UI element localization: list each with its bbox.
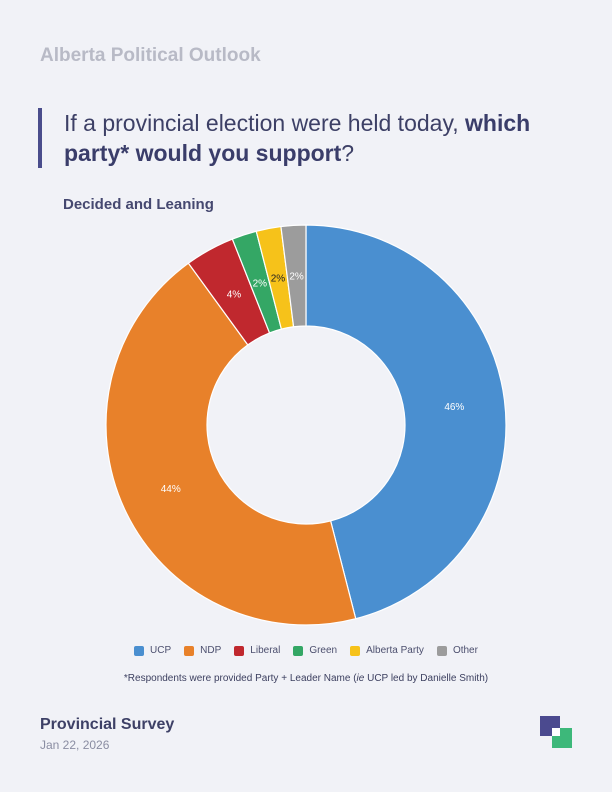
- survey-question: If a provincial election were held today…: [38, 108, 584, 168]
- legend-label: Liberal: [250, 645, 281, 656]
- legend-item-other: Other: [436, 645, 478, 656]
- logo-overlap-square: [552, 728, 560, 736]
- footer-date: Jan 22, 2026: [40, 738, 110, 752]
- legend-swatch: [436, 645, 447, 656]
- data-label-ndp: 44%: [161, 484, 181, 495]
- data-label-green: 2%: [253, 278, 268, 289]
- chart-subtitle: Decided and Leaning: [63, 196, 214, 213]
- legend-swatch: [350, 645, 361, 656]
- legend-swatch: [234, 645, 245, 656]
- slice-ndp: [105, 262, 357, 626]
- legend-swatch: [134, 645, 145, 656]
- chart-legend: UCP NDP Liberal Green Alberta Party Other: [0, 645, 612, 656]
- slice-ucp: [305, 224, 507, 620]
- data-label-other: 2%: [289, 271, 304, 282]
- data-label-liberal: 4%: [227, 289, 242, 300]
- slice-other: [280, 224, 307, 328]
- data-label-ucp: 46%: [444, 402, 464, 413]
- donut-chart: 46%44%4%2% 2% 2%: [105, 224, 507, 626]
- report-header-title: Alberta Political Outlook: [40, 45, 261, 66]
- footnote-pre: *Respondents were provided Party + Leade…: [123, 673, 357, 684]
- legend-label: Alberta Party: [366, 645, 424, 656]
- legend-label: NDP: [200, 645, 222, 656]
- legend-swatch: [184, 645, 195, 656]
- brand-logo-icon: [540, 716, 572, 748]
- legend-label: Other: [452, 645, 478, 656]
- legend-item-liberal: Liberal: [234, 645, 280, 656]
- question-suffix: ?: [341, 140, 355, 166]
- legend-item-ucp: UCP: [134, 645, 171, 656]
- footnote-italic: ie: [356, 673, 365, 684]
- footer-title: Provincial Survey: [40, 716, 175, 733]
- question-prefix: If a provincial election were held today…: [64, 110, 466, 136]
- footnote-post: UCP led by Danielle Smith): [364, 673, 489, 684]
- legend-swatch: [293, 645, 304, 656]
- footnote: *Respondents were provided Party + Leade…: [0, 673, 612, 684]
- data-label-alberta-party: 2%: [271, 274, 286, 285]
- legend-item-ndp: NDP: [184, 645, 221, 656]
- question-emphasis: which party* would you support: [64, 110, 531, 166]
- legend-label: UCP: [150, 645, 172, 656]
- legend-label: Green: [309, 645, 338, 656]
- legend-item-green: Green: [293, 645, 337, 656]
- legend-item-alberta-party: Alberta Party: [350, 645, 424, 656]
